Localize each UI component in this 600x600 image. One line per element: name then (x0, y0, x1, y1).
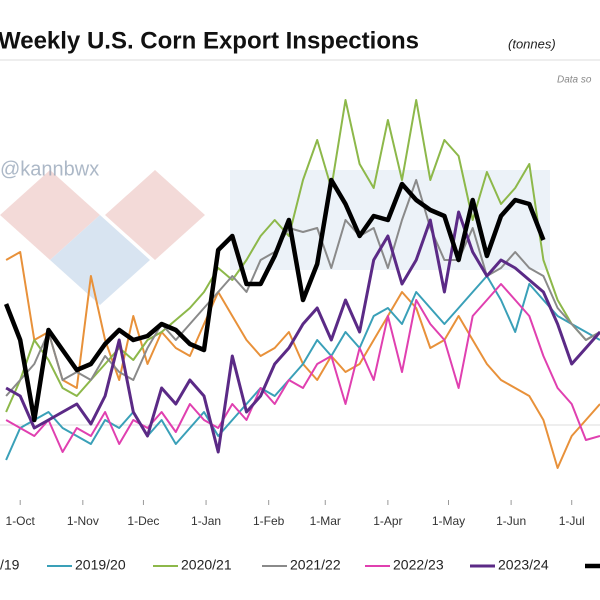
legend-label: 2022/23 (393, 557, 444, 573)
x-tick-label: 1-Mar (310, 514, 341, 528)
plot-area (4, 99, 600, 469)
legend: /19 2019/20 2020/21 2021/22 2022/23 2023/24 (0, 557, 600, 573)
x-tick-label: 1-Dec (127, 514, 159, 528)
legend-label: 2021/22 (290, 557, 341, 573)
x-tick-label: 1-May (432, 514, 465, 528)
x-tick-label: 1-Jul (559, 514, 585, 528)
x-tick-label: 1-Apr (373, 514, 402, 528)
x-tick-label: 1-Jun (496, 514, 526, 528)
chart-title: Weekly U.S. Corn Export Inspections (0, 27, 419, 54)
series-line (5, 179, 600, 397)
series-line (5, 210, 600, 454)
legend-label: /19 (0, 557, 20, 573)
legend-label: 2023/24 (498, 557, 549, 573)
series-line (5, 283, 600, 453)
chart-subtitle: (tonnes) (508, 36, 556, 51)
series-line (5, 275, 600, 461)
legend-label: 2020/21 (181, 557, 232, 573)
series-line (4, 177, 546, 423)
x-tick-label: 1-Nov (67, 514, 99, 528)
x-tick-label: 1-Feb (253, 514, 285, 528)
watermark-text: @kannbwx (0, 158, 99, 180)
x-tick-label: 1-Jan (191, 514, 221, 528)
x-axis: 1-Oct 1-Nov 1-Dec 1-Jan 1-Feb 1-Mar 1-Apr 1-May… (6, 500, 585, 528)
source-note: Data so (557, 75, 592, 86)
legend-label: 2019/20 (75, 557, 126, 573)
series-line (5, 99, 600, 413)
x-tick-label: 1-Oct (6, 514, 36, 528)
